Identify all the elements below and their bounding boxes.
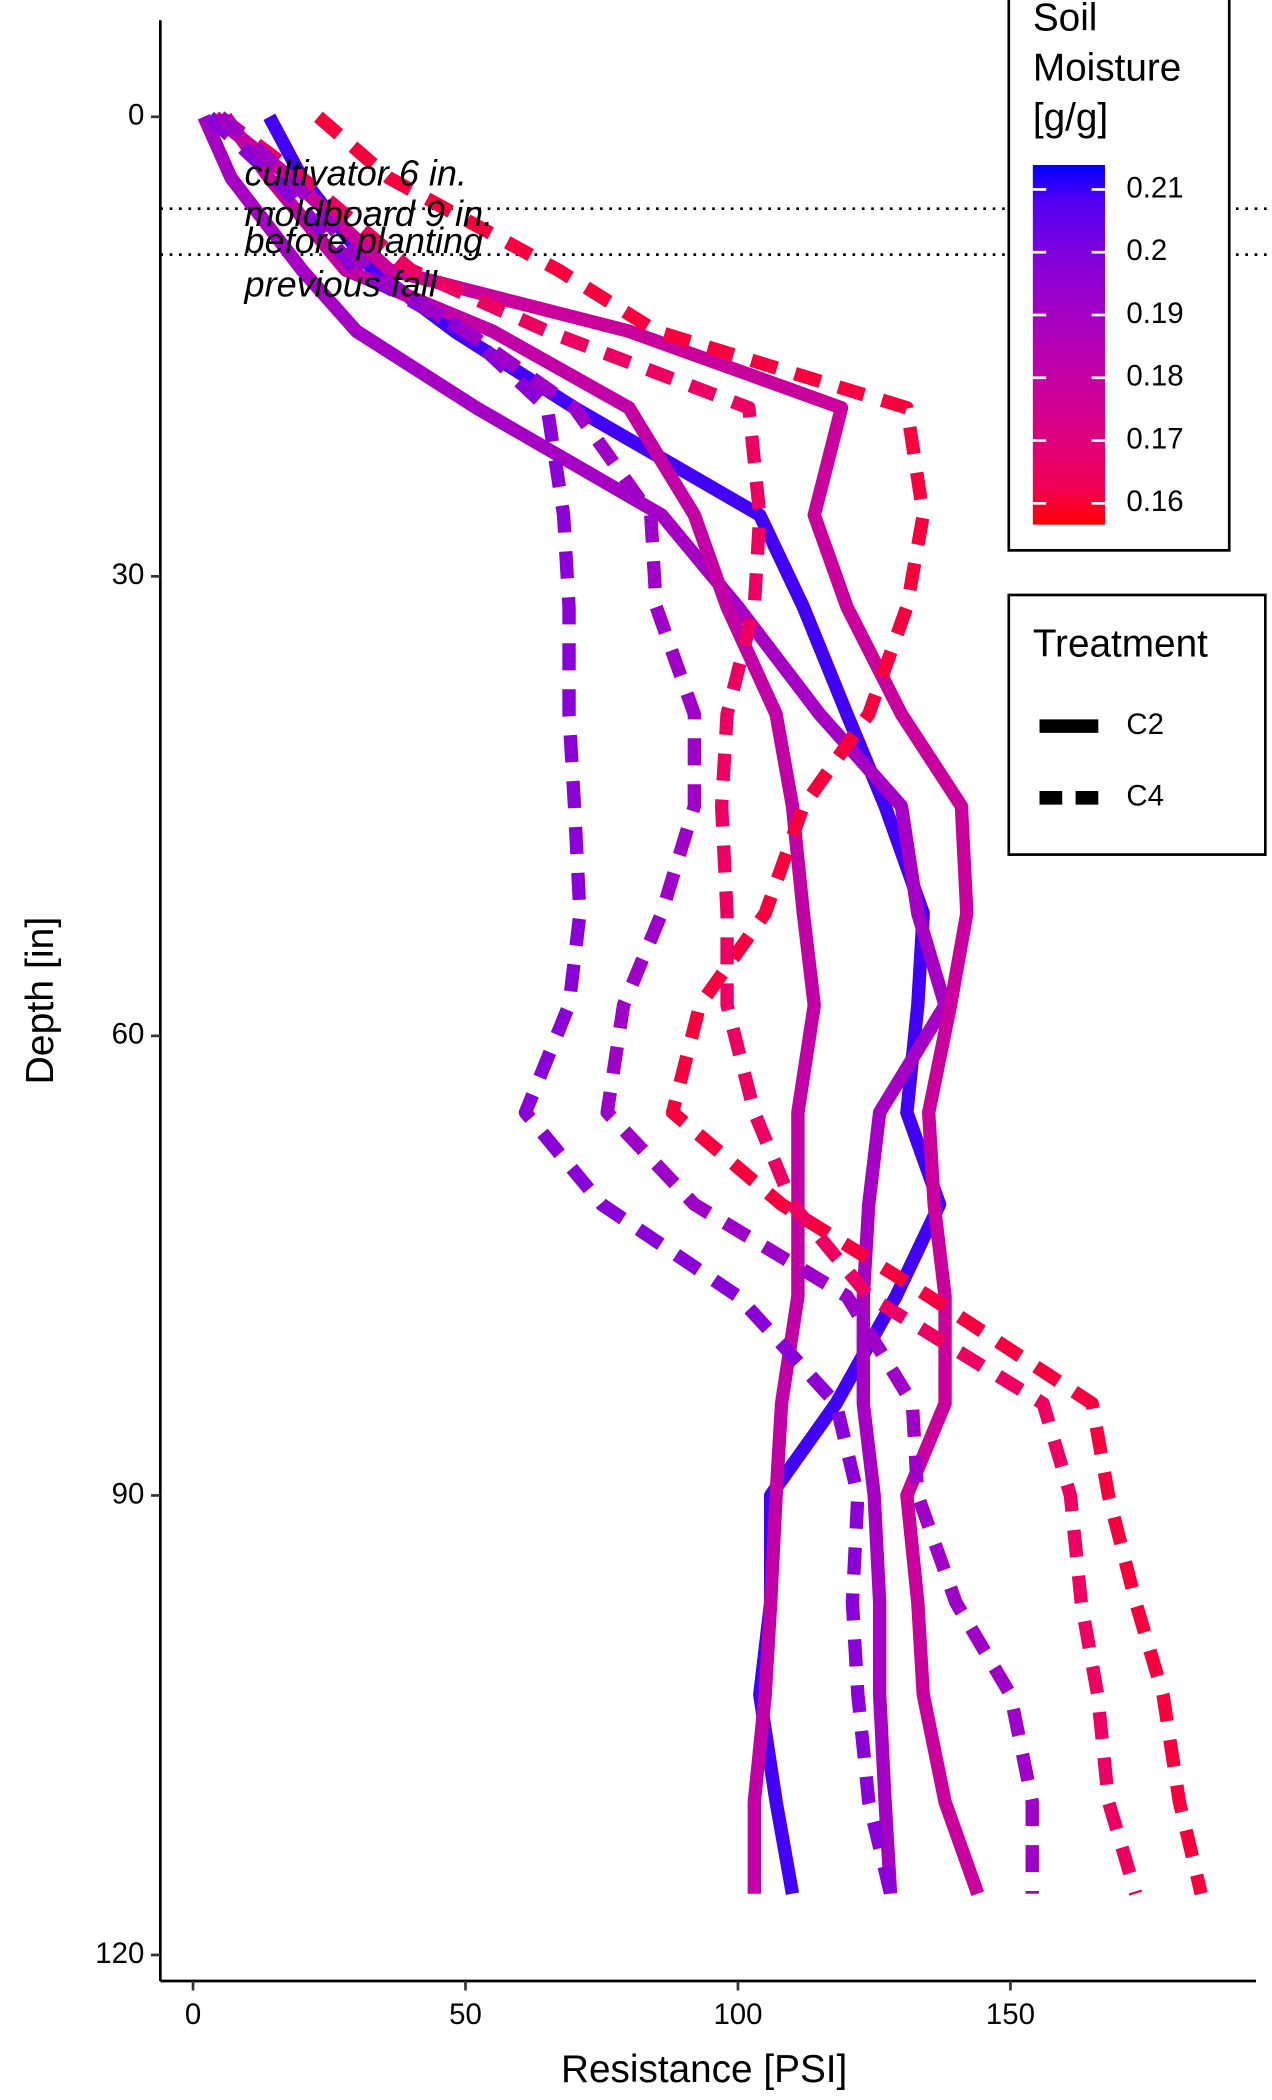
legend-title: Soil <box>1033 0 1098 40</box>
colorbar-label: 0.16 <box>1126 485 1183 518</box>
y-tick-label: 120 <box>95 1937 144 1970</box>
x-tick-label: 100 <box>713 1998 762 2031</box>
colorbar-label: 0.19 <box>1126 297 1183 330</box>
series-line <box>197 114 952 1895</box>
legend-label: C4 <box>1126 780 1164 813</box>
x-tick-label: 0 <box>185 1998 201 2031</box>
y-tick-label: 90 <box>112 1477 145 1510</box>
y-axis-title: Depth [in] <box>19 917 62 1085</box>
y-tick-label: 0 <box>128 98 144 131</box>
y-tick-label: 60 <box>112 1018 145 1051</box>
colorbar-label: 0.21 <box>1126 171 1183 204</box>
annotation: before planting <box>245 220 484 261</box>
x-tick-label: 50 <box>449 1998 482 2031</box>
colorbar-label: 0.18 <box>1126 359 1183 392</box>
y-tick-label: 30 <box>112 558 145 591</box>
series-line <box>314 111 1208 1896</box>
x-axis-title: Resistance [PSI] <box>561 2048 847 2091</box>
series-line <box>263 113 947 1895</box>
annotation: moldboard 9 in. <box>245 193 494 234</box>
legend-title: Moisture <box>1033 46 1182 89</box>
x-tick-label: 150 <box>986 1998 1035 2031</box>
colorbar <box>1032 164 1105 525</box>
legend-label: C2 <box>1126 708 1164 741</box>
series-line <box>210 111 985 1896</box>
legend-title: Treatment <box>1033 623 1208 666</box>
annotation: previous fall <box>244 263 438 304</box>
plot-area <box>160 111 1272 1896</box>
colorbar-label: 0.2 <box>1126 234 1167 267</box>
colorbar-label: 0.17 <box>1126 422 1183 455</box>
series-line <box>220 112 821 1894</box>
annotation: cultivator 6 in. <box>245 152 468 193</box>
series-line <box>216 111 1143 1896</box>
legend-title: [g/g] <box>1033 97 1108 140</box>
series-line <box>215 111 1039 1894</box>
